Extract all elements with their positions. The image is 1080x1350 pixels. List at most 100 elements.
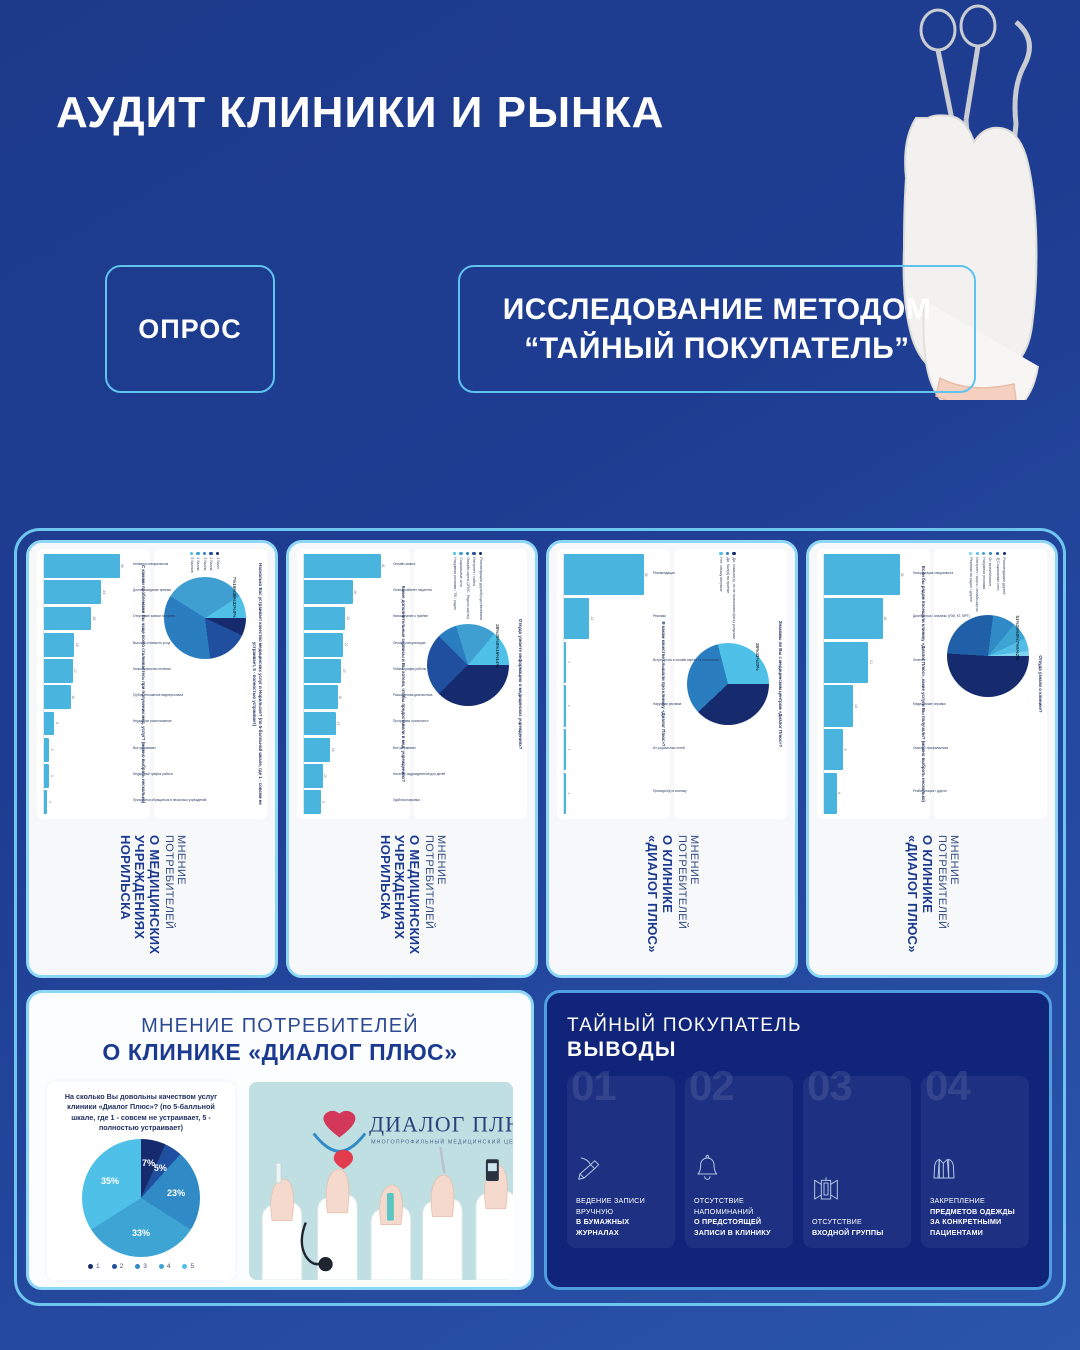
bar-rect [824,641,869,683]
bar-value-label: 45 [120,563,125,568]
conclusions-grid: 01 ВЕДЕНИЕ ЗАПИСИ ВРУЧНУЮ В БУМАЖНЫХ ЖУРНА… [567,1062,1029,1248]
bar-rect [304,554,381,578]
bar-rect [824,772,837,814]
bar-rect [304,659,342,683]
bar-column: Низкое качество лечения 17 [44,659,171,683]
legend-label: 5 [190,1262,195,1270]
bar-category-label: Реклама [653,614,666,619]
slide-card-1[interactable]: МНЕНИЕ ПОТРЕБИТЕЛЕЙ О МЕДИЦИНСКИХ УЧРЕЖДЕ… [26,540,278,978]
slide-card-3[interactable]: МНЕНИЕ ПОТРЕБИТЕЛЕЙ О КЛИНИКЕ «ДИАЛОГ ПЛЮ… [546,540,798,978]
legend-color-dot [478,552,483,556]
legend-item: Да, слышал(а), но не пользовался(ась) ус… [732,552,736,639]
satisfaction-pie-panel: На сколько Вы довольны качеством услуг к… [47,1081,235,1280]
bar-column: Приходится обращаться в несколько учрежд… [44,790,206,814]
pie-legend: Да, слышал(а), но не пользовался(ась) ус… [719,552,736,639]
bar-category-label: Расширенная диагностика [393,693,433,698]
legend-item: 3 [135,1263,147,1270]
legend-item: 2 [111,1262,124,1270]
lab-coat-icon [930,1154,1020,1187]
bar-value-label: 41 [381,563,386,568]
bar-column: Грубое отношение медперсонала 16 [44,685,183,709]
slide-title-small: МНЕНИЕ ПОТРЕБИТЕЛЕЙ [675,835,700,930]
bar-category-label: Рекомендации [653,570,675,575]
bar-value-label: 26 [353,590,358,595]
pie-slice-label: 36% [231,592,237,602]
legend-color-dot [732,552,736,556]
legend-label: 2 [119,1262,124,1270]
bar-value-label: 14 [853,703,858,708]
bar-rect [304,737,331,762]
conclusions-card[interactable]: ТАЙНЫЙ ПОКУПАТЕЛЬ ВЫВОДЫ 01 ВЕДЕНИЕ ЗАПИС… [544,990,1052,1290]
legend-color-dot [111,1263,117,1269]
pie-chart-block: Откуда узнали о клинике? Рекомендации дру… [934,549,1047,819]
pie-slice-label: 5% [1014,647,1020,654]
legend-item: 1 [87,1263,100,1270]
bar-column: Напоминание о приёме 22 [304,606,428,631]
bar-value-label: 12 [589,616,594,621]
pie-legend: Рекомендации друзей/родственников Интерне… [453,552,483,620]
bar-column: Расширенная диагностика 18 [304,685,432,709]
legend-color-dot [189,552,194,556]
bar-rect [44,659,73,683]
bar-value-label: 3 [49,748,54,751]
bar-category-label: Приходится обращаться в несколько учрежд… [133,798,207,803]
conclusions-title-line2: ВЫВОДЫ [567,1038,677,1061]
conclusion-item-3[interactable]: 03 ОТСУТСТВИЕ ВХОДНОЙ ГРУППЫ [803,1062,911,1248]
clinic-logo-subtitle: МНОГОПРОФИЛЬНЫЙ МЕДИЦИНСКИЙ ЦЕНТР [371,1137,513,1145]
legend-label: Наружная реклама / ТВ / радио [452,557,457,610]
page-title: АУДИТ КЛИНИКИ И РЫНКА [56,88,665,137]
bar-category-label: Медицинские справки [913,701,946,706]
bar-rect [824,729,843,771]
slide-card-2[interactable]: МНЕНИЕ ПОТРЕБИТЕЛЕЙ О МЕДИЦИНСКИХ УЧРЕЖДЕ… [286,540,538,978]
legend-item: 5 [182,1263,194,1270]
bar-category-label: Удобная парковка [393,798,420,803]
bar-category-label: Из социальных сетей [653,745,685,750]
pie-legend: Рекомендации друзей 社Социальные сети От вр… [969,552,1006,611]
slide-title-big: О МЕДИЦИНСКИХ УЧРЕЖДЕНИЯХ НОРИЛЬСКА [377,835,423,955]
bar-category-label: Низкое качество лечения [133,666,171,671]
slide-title: МНЕНИЕ ПОТРЕБИТЕЛЕЙ О МЕДИЦИНСКИХ УЧРЕЖДЕ… [289,825,535,975]
conclusion-item-4[interactable]: 04 ЗАКРЕПЛЕНИЕ ПРЕДМЕТОВ ОДЕЖДЫ ЗА КОНКРЕТ… [921,1062,1029,1248]
method-pill[interactable]: ИССЛЕДОВАНИЕ МЕТОДОМ “ТАЙНЫЙ ПОКУПАТЕЛЬ” [458,265,976,393]
bar-rect [564,685,567,727]
bar-rect [44,554,120,578]
conclusion-item-2[interactable]: 02 ОТСУТСТВИЕ НАПОМИНАНИЙ О ПРЕДСТОЯЩЕЙ ЗА… [685,1062,793,1248]
bar-chart-block: В каком качестве слышали про клинику «Ди… [557,549,719,819]
satisfaction-pie-chart: 7% 5% 23% 33% 35% [82,1139,200,1258]
slides-panel [14,528,1066,1306]
conclusions-title: ТАЙНЫЙ ПОКУПАТЕЛЬ ВЫВОДЫ [567,1015,1029,1062]
legend-label: От врачей/коллег [988,557,993,587]
bar-category-label: Все устраивает [393,745,416,750]
bar-column: Нехватка специалистов 45 [44,554,168,578]
consumer-title-line1: МНЕНИЕ ПОТРЕБИТЕЛЕЙ [141,1015,419,1037]
bar-value-label: 21 [868,660,873,665]
consumer-opinion-card[interactable]: МНЕНИЕ ПОТРЕБИТЕЛЕЙ О КЛИНИКЕ «ДИАЛОГ ПЛ… [26,990,534,1290]
bar-category-label: Грубое отношение медперсонала [133,693,183,698]
survey-pill[interactable]: ОПРОС [105,265,275,393]
bar-category-label: Реабилитация / другое [913,789,947,794]
bar-category-label: Отсутствие записи на приём [133,614,176,619]
conclusion-text-plain: ВЕДЕНИЕ ЗАПИСИ ВРУЧНУЮ [576,1196,645,1216]
bar-category-label: Консультация специалиста [913,570,954,575]
bar-value-label: 1 [566,661,571,664]
consumer-title-line2: О КЛИНИКЕ «ДИАЛОГ ПЛЮС» [102,1038,458,1065]
slide-card-4[interactable]: МНЕНИЕ ПОТРЕБИТЕЛЕЙ О КЛИНИКЕ «ДИАЛОГ ПЛЮ… [806,540,1058,978]
legend-color-dot [982,552,986,556]
bar-value-label: 28 [91,616,96,621]
bar-category-label: Нехватка специалистов [133,561,169,566]
conclusion-number: 01 [571,1062,617,1109]
slide-title-big: О КЛИНИКЕ «ДИАЛОГ ПЛЮС» [645,835,675,953]
legend-label: 4 балла [196,557,201,571]
legend-color-dot [87,1263,93,1269]
legend-color-dot [202,552,207,556]
bar-category-label: Онлайн-консультации [393,640,426,645]
legend-item: Да, был(а) на приёме [726,552,730,639]
conclusion-item-1[interactable]: 01 ВЕДЕНИЕ ЗАПИСИ ВРУЧНУЮ В БУМАЖНЫХ ЖУРНА… [567,1062,675,1248]
clinic-photo: ДИАЛОГ ПЛЮС МНОГОПРОФИЛЬНЫЙ МЕДИЦИНСКИЙ … [249,1081,513,1280]
legend-label: 3 балла [202,557,207,571]
pie-chart: 51%26%9%7%5%2% [946,615,1029,698]
bar-column: Онлайн-запись 41 [304,554,415,578]
legend-color-dot [725,552,730,556]
chart-question: Откуда узнали о клинике? [1038,655,1043,713]
bar-rect [44,711,55,736]
